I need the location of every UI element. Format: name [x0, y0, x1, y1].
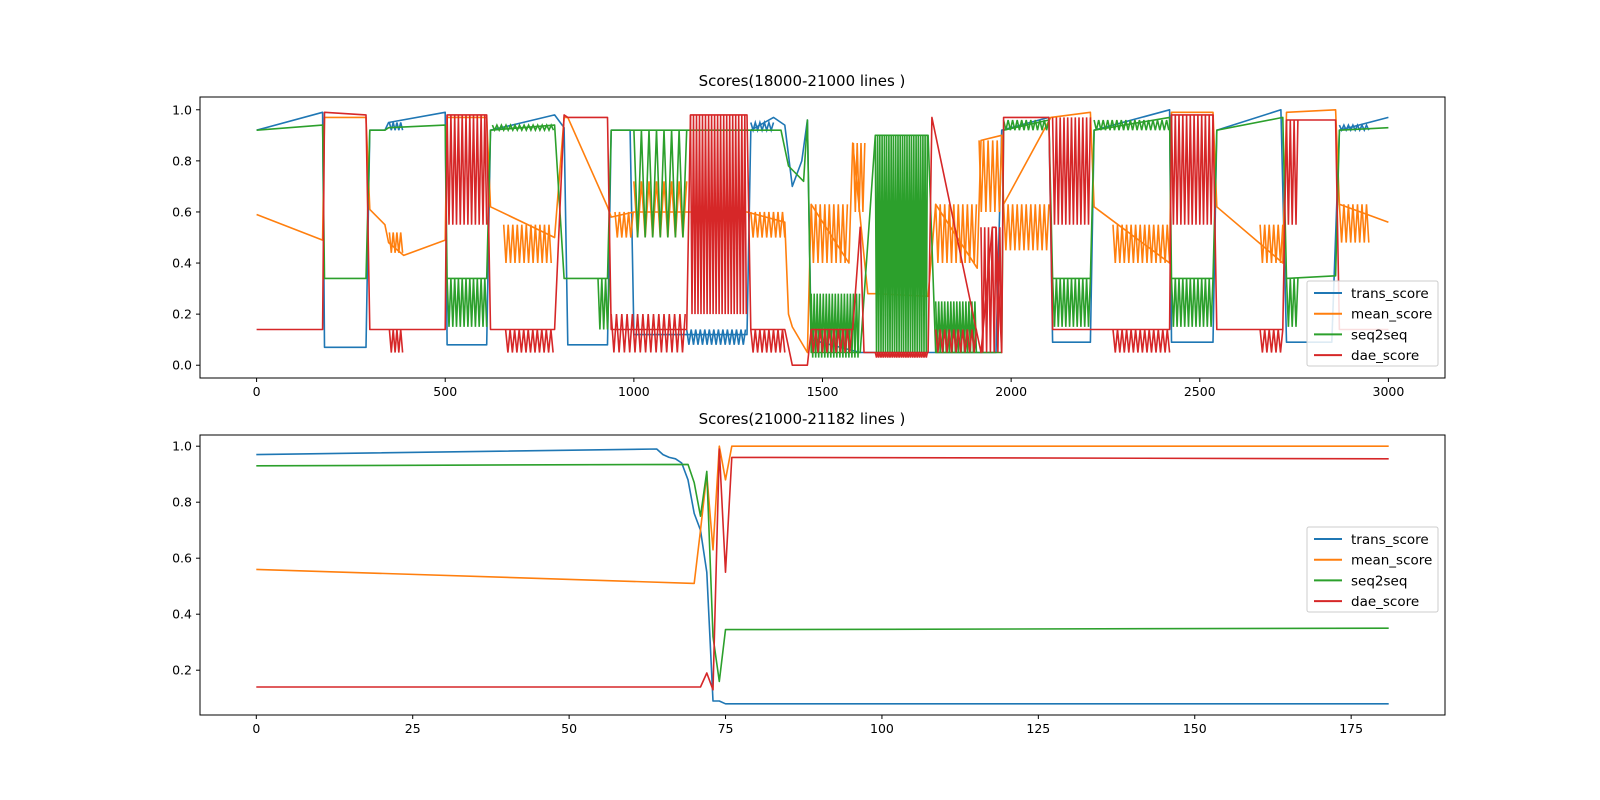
- series-trans-score: [256, 448, 1389, 705]
- x-tick-label: 3000: [1373, 384, 1405, 399]
- x-tick-label: 100: [870, 721, 894, 736]
- subplot-bottom: Scores(21000-21182 lines ) 0 25 50 75 100 125…: [172, 410, 1446, 736]
- x-tick-label: 25: [405, 721, 421, 736]
- legend-label-trans-score: trans_score: [1351, 532, 1429, 548]
- x-tick-label: 125: [1026, 721, 1050, 736]
- series-oscillation-mean-score: [934, 204, 978, 264]
- x-tick-label: 0: [252, 721, 260, 736]
- series-mean-score: [256, 445, 1389, 585]
- x-tick-label: 175: [1339, 721, 1363, 736]
- series-oscillation-mean-score: [852, 142, 866, 213]
- series-layer: [256, 445, 1389, 705]
- series-line-mean-score: [256, 445, 1389, 585]
- legend-label-trans-score: trans_score: [1351, 286, 1429, 302]
- series-oscillation-mean-score: [1002, 204, 1050, 251]
- chart-title: Scores(18000-21000 lines ): [699, 72, 906, 90]
- series-oscillation-seq2seq: [1002, 119, 1050, 131]
- series-oscillation-seq2seq: [491, 123, 555, 133]
- chart-title: Scores(21000-21182 lines ): [699, 410, 906, 428]
- series-oscillation-dae-score: [934, 329, 978, 353]
- series-oscillation-dae-score: [750, 329, 786, 353]
- legend-frame: [1306, 280, 1439, 367]
- y-tick-label: 0.4: [172, 256, 192, 271]
- x-tick-label: 2500: [1184, 384, 1216, 399]
- x-tick-label: 75: [718, 721, 734, 736]
- series-oscillation-dae-score: [610, 314, 686, 353]
- series-oscillation-dae-score: [1259, 329, 1284, 353]
- series-oscillation-dae-score: [388, 329, 404, 353]
- legend-label-dae-score: dae_score: [1351, 594, 1419, 610]
- series-oscillation-seq2seq: [1051, 278, 1092, 327]
- series-line-dae-score: [256, 111, 1389, 367]
- legend-label-mean-score: mean_score: [1351, 553, 1432, 569]
- series-oscillation-seq2seq: [597, 278, 611, 330]
- series-oscillation-mean-score: [810, 204, 849, 264]
- series-oscillation-mean-score: [1338, 204, 1370, 243]
- series-oscillation-mean-score: [614, 211, 634, 238]
- series-oscillation-seq2seq: [1285, 278, 1299, 327]
- series-oscillation-dae-score: [446, 114, 488, 225]
- series-oscillation-dae-score: [980, 227, 1003, 353]
- y-tick-label: 1.0: [172, 439, 192, 454]
- series-oscillation-dae-score: [874, 352, 929, 358]
- x-tick-label: 0: [253, 384, 261, 399]
- series-oscillation-seq2seq: [934, 301, 978, 353]
- tick-group: 0 25 50 75 100 125 150 175 0.2 0.4 0.6 0.8 1.0: [172, 439, 1363, 736]
- series-layer: [256, 109, 1389, 367]
- series-line-seq2seq: [256, 463, 1389, 683]
- series-oscillation-seq2seq: [633, 130, 688, 238]
- legend: trans_score mean_score seq2seq dae_score: [1306, 526, 1439, 613]
- series-oscillation-dae-score: [1051, 117, 1092, 225]
- legend-frame: [1306, 526, 1439, 613]
- series-oscillation-mean-score: [978, 140, 1003, 213]
- legend-label-seq2seq: seq2seq: [1351, 573, 1407, 589]
- x-tick-label: 150: [1183, 721, 1207, 736]
- legend-label-mean-score: mean_score: [1351, 307, 1432, 323]
- series-oscillation-mean-score: [502, 224, 552, 264]
- y-tick-label: 0.4: [172, 607, 192, 622]
- series-oscillation-dae-score: [1285, 119, 1299, 225]
- series-oscillation-seq2seq: [446, 278, 488, 327]
- y-tick-label: 0.6: [172, 204, 192, 219]
- y-tick-label: 1.0: [172, 102, 192, 117]
- x-tick-label: 500: [433, 384, 457, 399]
- series-oscillation-mean-score: [388, 232, 404, 253]
- series-oscillation-seq2seq: [1093, 119, 1170, 131]
- axes-frame: [199, 96, 1446, 379]
- series-oscillation-mean-score: [750, 211, 786, 238]
- series-oscillation-dae-score: [1112, 329, 1171, 353]
- y-tick-label: 0.8: [172, 153, 192, 168]
- series-oscillation-dae-score: [504, 329, 554, 353]
- legend-label-seq2seq: seq2seq: [1351, 327, 1407, 343]
- series-line-dae-score: [256, 448, 1389, 691]
- x-tick-label: 1000: [618, 384, 650, 399]
- series-dae-score: [256, 111, 1389, 367]
- x-tick-label: 1500: [807, 384, 839, 399]
- series-line-trans-score: [256, 448, 1389, 705]
- series-seq2seq: [256, 463, 1389, 683]
- series-oscillation-dae-score: [810, 329, 853, 353]
- legend-label-dae-score: dae_score: [1351, 348, 1419, 364]
- tick-group: 0 500 1000 1500 2000 2500 3000 0.0 0.2 0.4 0.6 0.8 1…: [172, 102, 1404, 399]
- legend: trans_score mean_score seq2seq dae_score: [1306, 280, 1439, 367]
- y-tick-label: 0.2: [172, 663, 192, 678]
- series-oscillation-mean-score: [1112, 224, 1171, 264]
- series-oscillation-trans-score: [388, 122, 404, 131]
- series-oscillation-dae-score: [1170, 114, 1214, 225]
- x-tick-label: 50: [561, 721, 577, 736]
- y-tick-label: 0.8: [172, 495, 192, 510]
- series-oscillation-mean-score: [1259, 224, 1284, 264]
- x-tick-label: 2000: [995, 384, 1027, 399]
- axes-frame: [199, 434, 1446, 716]
- subplot-top: Scores(18000-21000 lines ) 0 500 1000 1500 2…: [172, 72, 1446, 399]
- series-oscillation-dae-score: [689, 114, 748, 315]
- y-tick-label: 0.0: [172, 358, 192, 373]
- y-tick-label: 0.6: [172, 551, 192, 566]
- series-oscillation-trans-score: [685, 329, 747, 345]
- y-tick-label: 0.2: [172, 307, 192, 322]
- series-dae-score: [256, 448, 1389, 691]
- series-oscillation-seq2seq: [1170, 278, 1214, 327]
